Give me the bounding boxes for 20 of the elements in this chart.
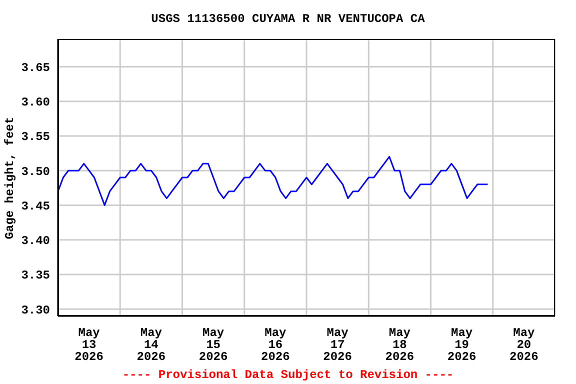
- y-tick-label: 3.45: [21, 199, 50, 214]
- y-tick-label: 3.30: [21, 303, 50, 318]
- line-series: [58, 156, 488, 206]
- chart-title: USGS 11136500 CUYAMA R NR VENTUCOPA CA: [150, 12, 426, 26]
- x-tick-label: May 16 2026: [261, 326, 290, 364]
- text: ---- Provisional Data Subject to Revision ----: [121, 368, 455, 382]
- y-tick-label: 3.60: [21, 96, 50, 110]
- y-tick-label: 3.50: [21, 164, 50, 179]
- x-tick-label: May 18 2026: [385, 326, 414, 364]
- y-axis-title: Gage height, feet: [3, 116, 18, 239]
- x-tick-label: May 17 2026: [323, 326, 352, 364]
- y-tick-label: 3.55: [21, 130, 50, 144]
- y-tick-label: 3.65: [21, 60, 50, 75]
- x-tick-label: May 19 2026: [447, 326, 476, 364]
- x-tick-label: May 15 2026: [198, 326, 228, 364]
- x-tick-label: May 13 2026: [74, 326, 104, 364]
- x-tick-label: May 14 2026: [136, 326, 166, 364]
- x-tick-label: May 20 2026: [510, 326, 538, 364]
- y-tick-label: 3.35: [21, 268, 50, 283]
- y-tick-label: 3.40: [21, 234, 50, 248]
